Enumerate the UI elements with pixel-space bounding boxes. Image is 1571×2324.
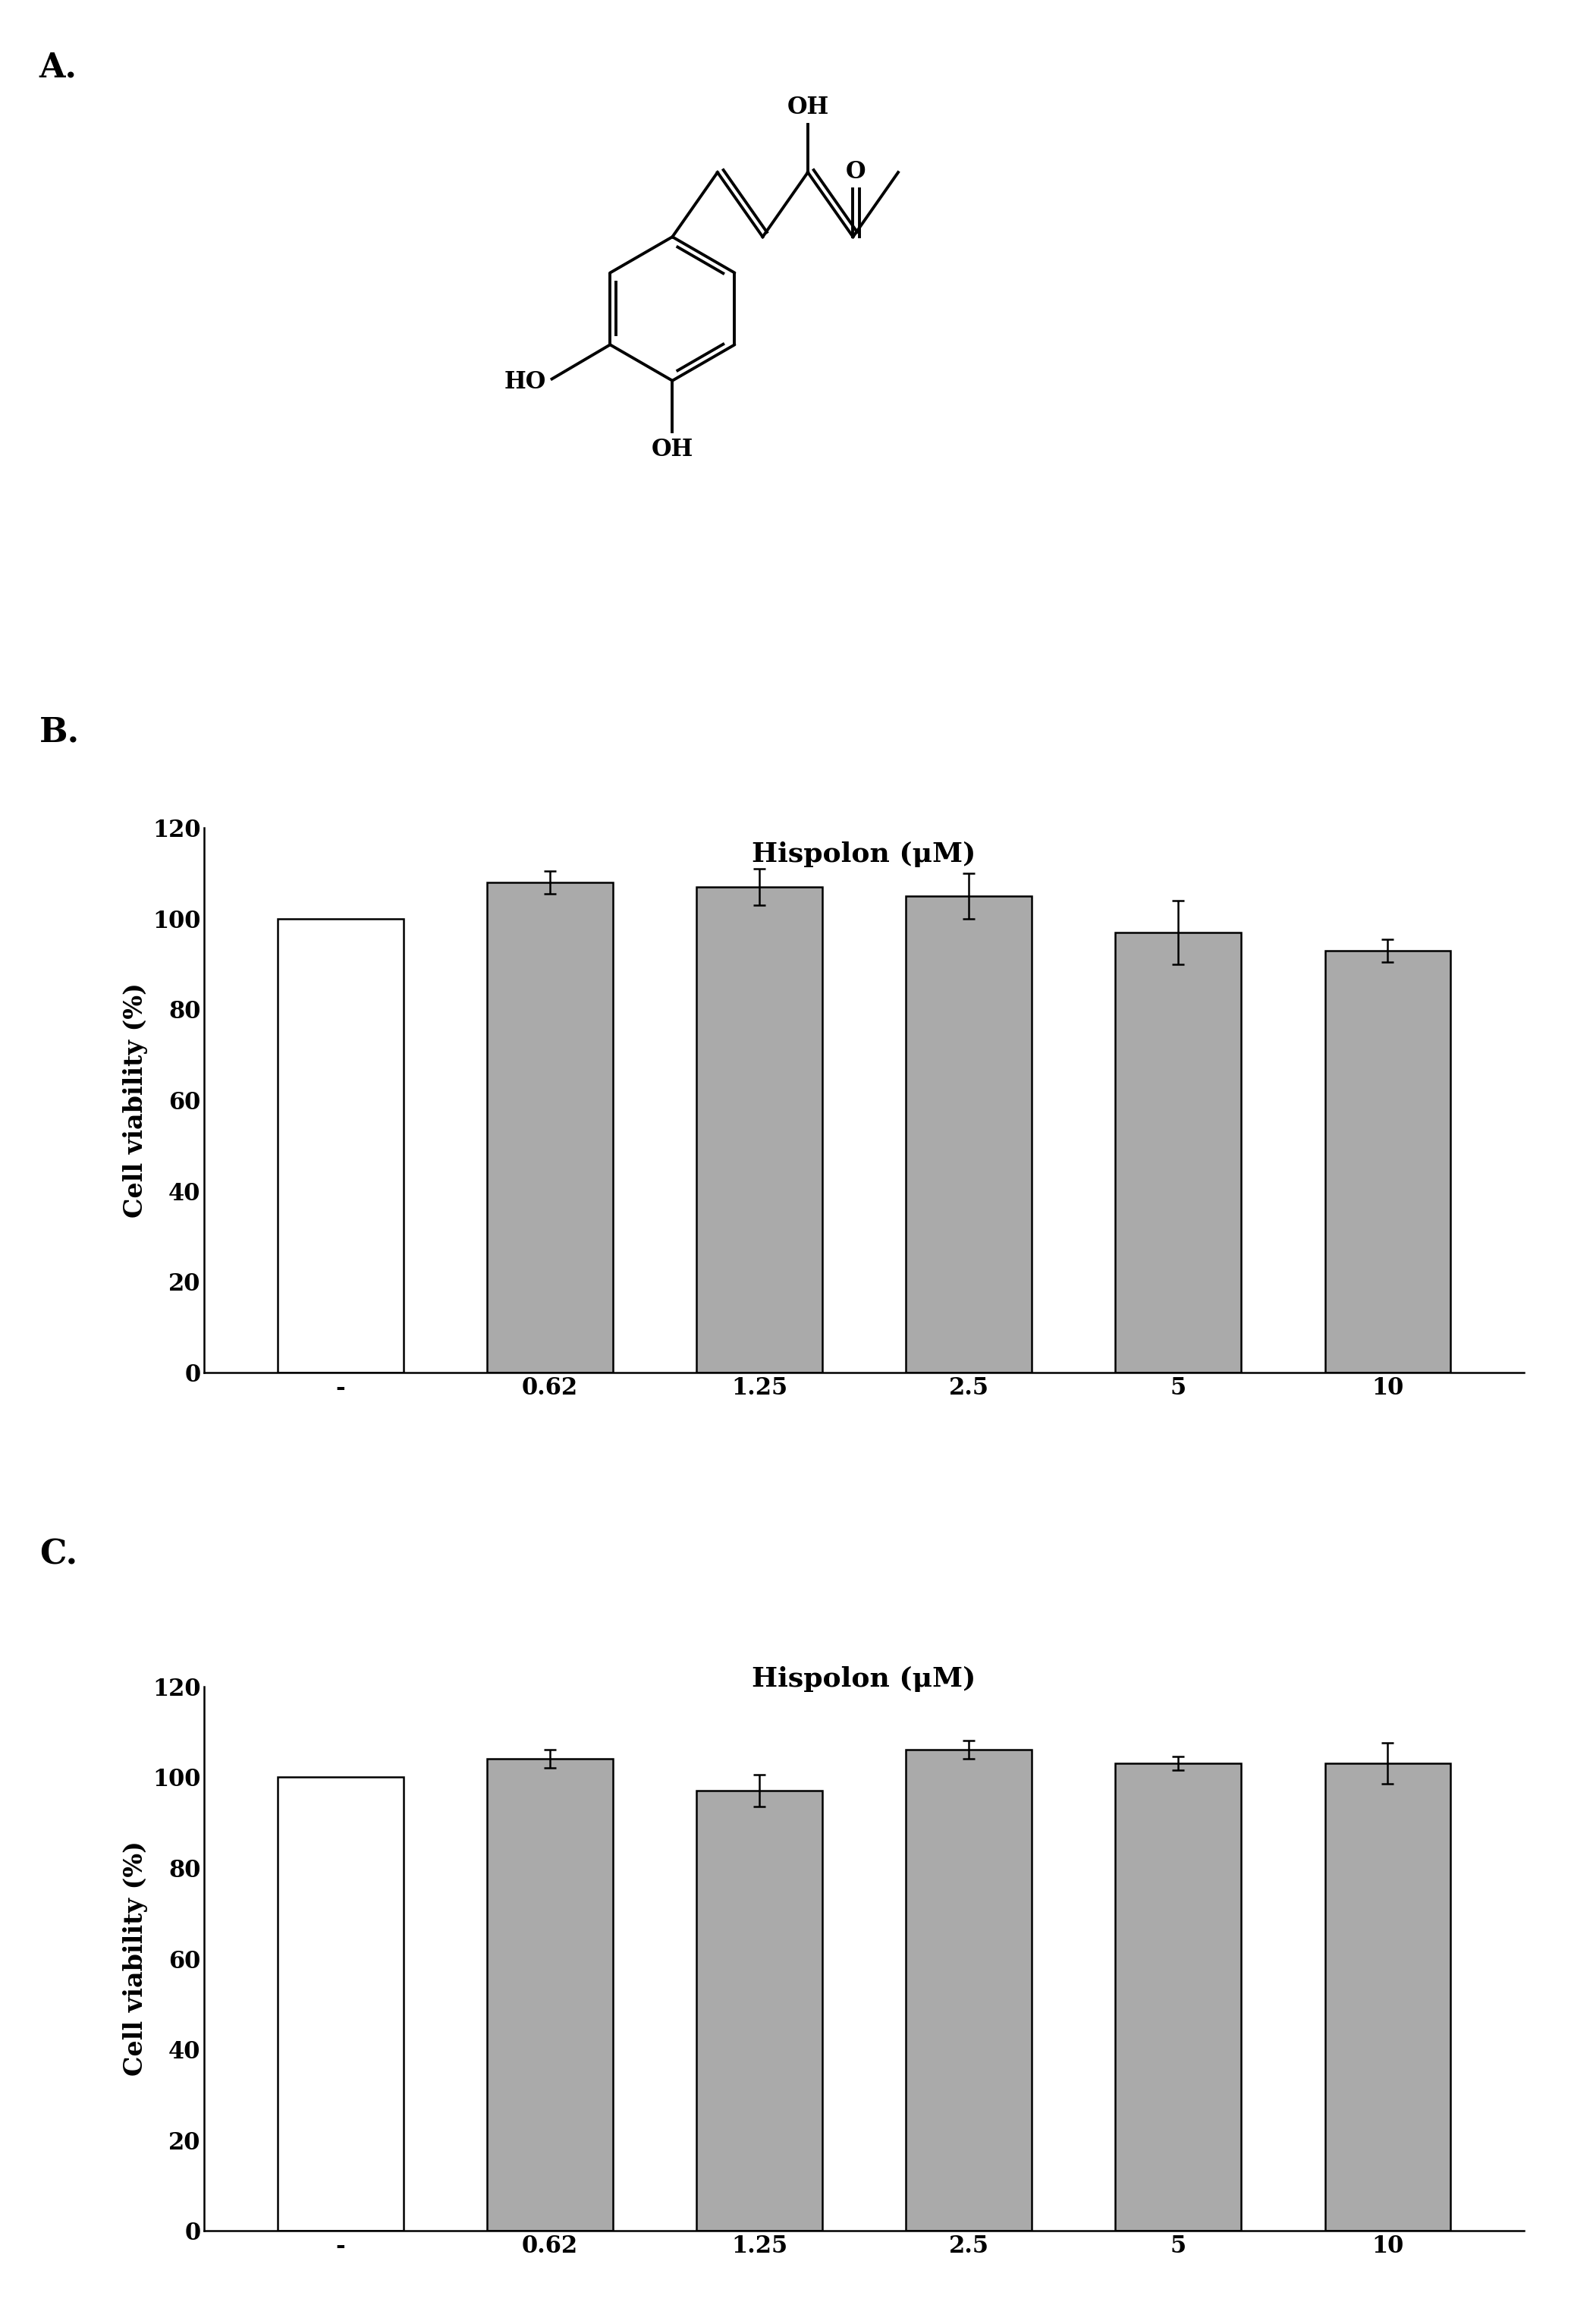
Bar	[1115, 1764, 1241, 2231]
Text: A.: A.	[39, 51, 77, 84]
Bar	[487, 883, 613, 1373]
Bar	[1324, 951, 1450, 1373]
Y-axis label: Cell viability (%): Cell viability (%)	[123, 1841, 148, 2075]
Text: O: O	[845, 160, 866, 184]
Bar	[696, 1792, 822, 2231]
Bar	[278, 1778, 404, 2231]
Text: Hispolon (μM): Hispolon (μM)	[753, 841, 976, 867]
Bar	[1115, 932, 1241, 1373]
Text: OH: OH	[787, 95, 829, 119]
Bar	[696, 888, 822, 1373]
Text: Hispolon (μM): Hispolon (μM)	[753, 1666, 976, 1692]
Text: B.: B.	[39, 716, 80, 748]
Bar	[906, 897, 1032, 1373]
Text: OH: OH	[652, 437, 693, 460]
Y-axis label: Cell viability (%): Cell viability (%)	[123, 983, 148, 1218]
Bar	[906, 1750, 1032, 2231]
Bar	[1324, 1764, 1450, 2231]
Bar	[487, 1759, 613, 2231]
Bar	[278, 918, 404, 1373]
Text: HO: HO	[504, 370, 547, 395]
Text: C.: C.	[39, 1538, 77, 1571]
